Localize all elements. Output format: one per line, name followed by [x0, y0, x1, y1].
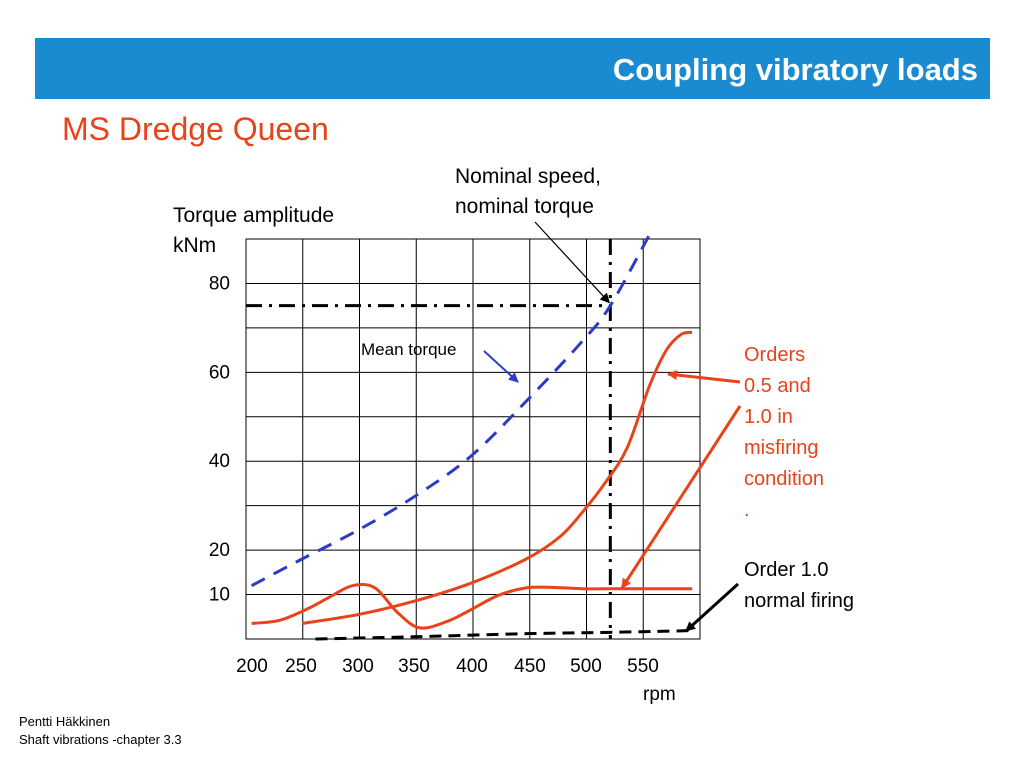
- x-tick-label: 500: [570, 656, 602, 677]
- orders-misfiring-line1: Orders: [744, 344, 805, 366]
- y-tick-label: 10: [209, 585, 230, 606]
- x-tick-label: 300: [342, 656, 374, 677]
- y-axis-label-line1: Torque amplitude: [173, 204, 334, 227]
- x-tick-label: 250: [285, 656, 317, 677]
- y-tick-label: 60: [209, 362, 230, 383]
- nominal-arrow: [534, 221, 610, 304]
- footer-author: Pentti Häkkinen: [19, 714, 111, 729]
- misfiring-arrow-lower: [620, 405, 742, 589]
- nominal-label-line2: nominal torque: [455, 195, 594, 218]
- nominal-label-line1: Nominal speed,: [455, 165, 601, 188]
- x-tick-label: 450: [514, 656, 546, 677]
- series-line-3: [251, 583, 693, 630]
- order-normal-line2: normal firing: [744, 590, 854, 612]
- x-tick-label: 350: [398, 656, 430, 677]
- x-tick-label: 550: [627, 656, 659, 677]
- y-tick-label: 40: [209, 451, 230, 472]
- title-bar: Coupling vibratory loads: [35, 38, 990, 99]
- footer: Pentti Häkkinen Shaft vibrations -chapte…: [19, 713, 182, 749]
- x-tick-label: 200: [236, 656, 268, 677]
- subtitle: MS Dredge Queen: [62, 111, 329, 147]
- annotation-arrows: [483, 221, 742, 633]
- nominal-reference-lines: [246, 239, 612, 639]
- normal-firing-arrow: [684, 582, 740, 633]
- orders-misfiring-line4: misfiring: [744, 437, 818, 459]
- y-axis-label-line2: kNm: [173, 234, 216, 257]
- orders-misfiring-line5: condition: [744, 468, 824, 490]
- orders-misfiring-line6: .: [744, 499, 750, 521]
- footer-course: Shaft vibrations -chapter 3.3: [19, 732, 182, 747]
- mean-torque-arrow: [483, 350, 519, 383]
- y-tick-label: 20: [209, 540, 230, 561]
- series-line-1: [250, 233, 651, 587]
- y-tick-label: 80: [209, 273, 230, 294]
- series-line-4: [301, 330, 693, 625]
- order-normal-line1: Order 1.0: [744, 559, 828, 581]
- misfiring-arrow-upper: [667, 370, 741, 384]
- tick-labels: 200 250 300 350 400 450 500 550 10 20 40 60 80: [209, 273, 659, 677]
- mean-torque-label: Mean torque: [361, 340, 456, 359]
- orders-misfiring-line3: 1.0 in: [744, 406, 793, 428]
- orders-misfiring-line2: 0.5 and: [744, 375, 811, 397]
- series-group: [250, 233, 695, 641]
- slide-title: Coupling vibratory loads: [612, 52, 978, 87]
- series-line-2: [315, 629, 695, 641]
- x-tick-label: 400: [456, 656, 488, 677]
- x-axis-label: rpm: [643, 684, 676, 705]
